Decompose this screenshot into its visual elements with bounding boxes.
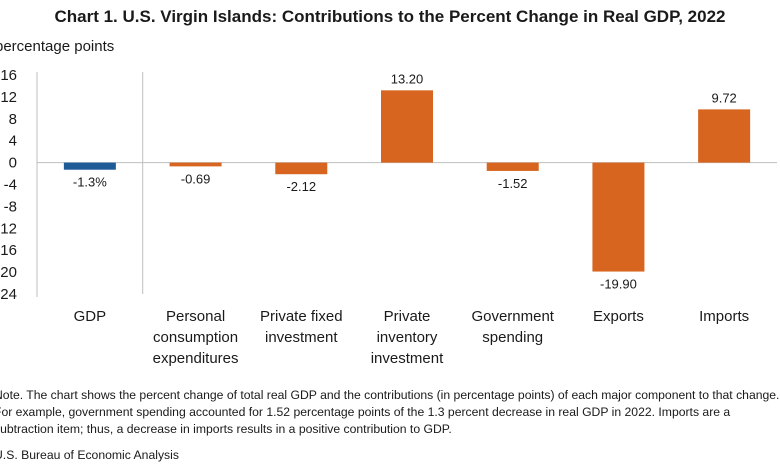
y-tick-label: 0 [9,155,17,172]
x-category-label: GDP [74,308,107,325]
x-category-label-line: spending [482,329,543,346]
y-tick-label: -20 [0,264,17,281]
x-category-label-line: Imports [699,308,749,325]
y-tick-label: 12 [0,89,17,106]
y-tick-label: -24 [0,286,17,303]
data-label: -2.12 [286,179,316,194]
x-category-label-line: Exports [593,308,644,325]
x-category-label-line: investment [265,329,338,346]
y-tick-label: -16 [0,242,17,259]
x-category-label: Private fixed investment [260,308,343,346]
x-category-label: Exports [593,308,644,325]
y-tick-label: 4 [9,133,17,150]
data-label: 9.72 [711,90,736,105]
bar [592,162,645,272]
y-tick-label: -12 [0,220,17,237]
y-tick-label: 8 [9,111,17,128]
bar [486,162,539,171]
bar [698,109,751,163]
x-category-label-line: Private [384,308,431,325]
x-category-label-line: Personal [166,308,225,325]
bar-chart: 16 12 8 4 0 -4 -8 -12 -16 -20 -24 -1.3% GDP -0.69 Pers… [0,67,777,367]
x-category-label-line: inventory [377,329,438,346]
chart-title: Chart 1. U.S. Virgin Islands: Contributi… [54,7,726,26]
y-axis-unit-label: percentage points [0,38,115,55]
bar [275,162,328,175]
x-category-label: Imports [699,308,749,325]
y-tick-label: -8 [4,198,17,215]
x-category-label-line: Government [471,308,554,325]
data-label: -1.52 [498,176,528,191]
bar [169,162,222,167]
x-category-label: Private inventory investment [371,308,444,367]
data-label: -19.90 [600,277,637,292]
x-category-label-line: investment [371,350,444,367]
data-label: -1.3% [73,175,107,190]
chart-source: U.S. Bureau of Economic Analysis [0,448,179,462]
x-category-label-line: expenditures [153,350,239,367]
y-tick-label: -4 [4,177,17,194]
x-category-label-line: consumption [153,329,238,346]
x-category-label-line: Private fixed [260,308,343,325]
x-category-label: Personal consumption expenditures [153,308,239,367]
chart-note: Note. The chart shows the percent change… [0,388,780,436]
bar [63,162,116,170]
data-label: 13.20 [391,71,424,86]
y-tick-label: 16 [0,67,17,84]
data-label: -0.69 [181,171,211,186]
x-category-label: Government spending [471,308,554,346]
x-category-label-line: GDP [74,308,107,325]
bar [381,90,433,163]
